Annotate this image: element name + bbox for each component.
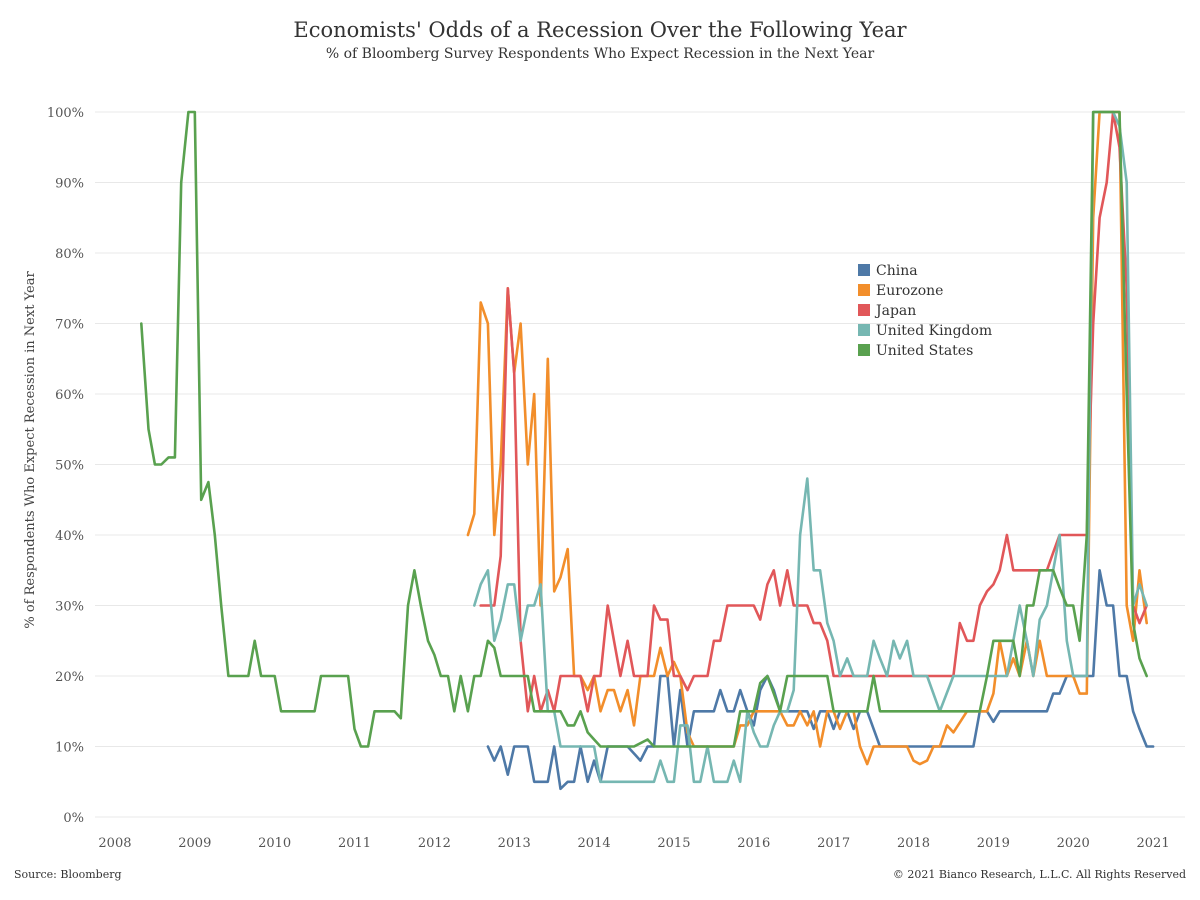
x-tick-label: 2020 [1057, 836, 1090, 851]
y-axis-label: % of Respondents Who Expect Recession in… [23, 271, 38, 629]
y-tick-label: 0% [63, 811, 84, 826]
y-tick-label: 70% [55, 318, 84, 333]
legend-swatch [858, 304, 870, 316]
series-line-united-states [140, 110, 1148, 748]
series-line-united-kingdom [473, 110, 1148, 784]
x-tick-label: 2013 [498, 836, 531, 851]
legend-label: Eurozone [876, 283, 943, 299]
y-tick-label: 10% [55, 741, 84, 756]
legend-label: China [876, 263, 918, 279]
legend-swatch [858, 284, 870, 296]
y-axis: 0% 10% 20% 30% 40% 50% 60% 70% 80% 90% 100% [47, 106, 84, 826]
y-tick-label: 60% [55, 388, 84, 403]
y-tick-label: 30% [55, 600, 84, 615]
x-tick-label: 2011 [338, 836, 371, 851]
x-tick-label: 2012 [418, 836, 451, 851]
chart-title: Economists' Odds of a Recession Over the… [293, 18, 907, 42]
legend-label: Japan [874, 303, 916, 319]
x-tick-label: 2021 [1137, 836, 1170, 851]
x-tick-label: 2017 [817, 836, 850, 851]
x-tick-label: 2016 [737, 836, 770, 851]
legend-swatch [858, 324, 870, 336]
x-tick-label: 2009 [178, 836, 211, 851]
y-tick-label: 80% [55, 247, 84, 262]
x-tick-label: 2008 [98, 836, 131, 851]
x-axis: 2008 2009 2010 2011 2012 2013 2014 2015 2016 2017… [98, 836, 1169, 851]
chart-subtitle: % of Bloomberg Survey Respondents Who Ex… [325, 46, 875, 62]
y-tick-label: 100% [47, 106, 84, 121]
x-tick-label: 2019 [977, 836, 1010, 851]
gridlines [95, 111, 1185, 818]
y-tick-label: 50% [55, 459, 84, 474]
x-tick-label: 2014 [578, 836, 611, 851]
series-lines [140, 110, 1155, 791]
legend-label: United States [876, 343, 973, 359]
x-tick-label: 2010 [258, 836, 291, 851]
series-line-china [486, 569, 1155, 791]
y-tick-label: 40% [55, 529, 84, 544]
source-note: Source: Bloomberg [14, 868, 122, 881]
y-tick-label: 90% [55, 177, 84, 192]
x-tick-label: 2018 [897, 836, 930, 851]
legend-swatch [858, 344, 870, 356]
y-tick-label: 20% [55, 670, 84, 685]
legend-label: United Kingdom [876, 323, 992, 339]
series-line-japan [479, 110, 1148, 713]
legend: China Eurozone Japan United Kingdom United S… [858, 263, 992, 359]
legend-swatch [858, 264, 870, 276]
series-line-eurozone [466, 110, 1148, 766]
x-tick-label: 2015 [657, 836, 690, 851]
copyright-note: © 2021 Bianco Research, L.L.C. All Right… [892, 868, 1186, 881]
